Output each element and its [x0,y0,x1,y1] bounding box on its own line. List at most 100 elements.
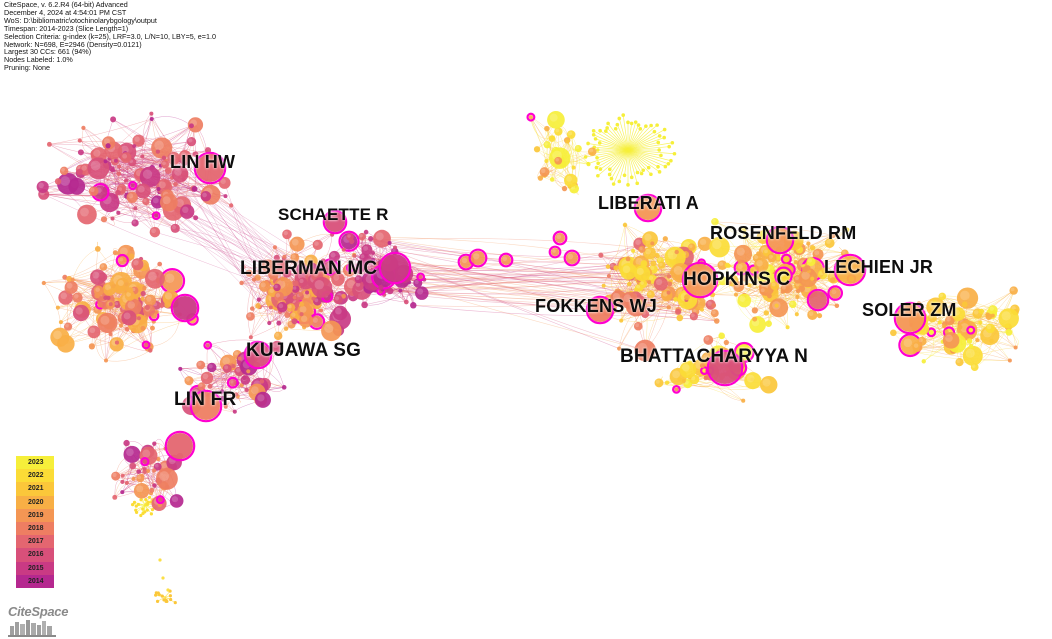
network-node[interactable] [41,280,46,286]
network-node[interactable] [189,123,194,129]
network-node[interactable] [123,439,130,447]
network-node[interactable] [669,270,674,275]
burst-node[interactable] [147,495,152,499]
burst-node[interactable] [160,594,164,598]
network-node[interactable] [928,329,934,335]
network-node[interactable] [418,274,423,279]
burst-node[interactable] [626,120,630,125]
network-node[interactable] [410,302,417,309]
network-node[interactable] [718,332,725,340]
author-label-kujawa-sg[interactable]: KUJAWA SG [246,340,362,361]
burst-node[interactable] [655,123,659,127]
network-node[interactable] [110,216,115,221]
network-node[interactable] [77,138,82,143]
network-node[interactable] [774,303,779,308]
burst-node[interactable] [605,126,609,130]
network-node[interactable] [393,245,398,250]
network-node[interactable] [398,288,403,293]
burst-node[interactable] [594,165,599,170]
network-node[interactable] [741,398,746,403]
network-node[interactable] [361,301,368,309]
network-node[interactable] [242,375,247,381]
network-node[interactable] [283,326,289,331]
network-node[interactable] [978,308,985,315]
burst-node[interactable] [622,173,627,178]
network-node[interactable] [368,236,374,242]
network-node[interactable] [239,280,244,286]
network-node[interactable] [292,280,299,287]
network-node[interactable] [601,283,606,288]
network-node[interactable] [249,306,255,311]
author-label-rosenfeld-rm[interactable]: ROSENFELD RM [710,223,857,243]
network-node[interactable] [132,144,137,149]
network-node[interactable] [666,274,672,279]
network-node[interactable] [937,320,942,325]
network-node[interactable] [149,325,155,331]
network-node[interactable] [341,247,346,252]
network-node[interactable] [55,305,60,310]
network-node[interactable] [767,293,772,299]
network-node[interactable] [112,494,118,500]
burst-node[interactable] [636,123,641,127]
network-node[interactable] [259,379,265,384]
network-node[interactable] [152,483,157,488]
network-node[interactable] [237,356,242,361]
burst-node[interactable] [649,123,653,128]
network-node[interactable] [978,320,983,325]
network-node[interactable] [142,469,147,475]
burst-node[interactable] [168,594,172,598]
author-label-lechien-jr[interactable]: LECHIEN JR [824,257,934,277]
network-node[interactable] [561,185,568,192]
burst-node[interactable] [155,599,160,603]
burst-node[interactable] [662,135,666,140]
network-node[interactable] [156,186,161,192]
network-node[interactable] [144,342,149,347]
burst-node[interactable] [173,600,177,605]
network-node[interactable] [544,159,549,164]
network-node[interactable] [107,289,112,294]
network-node[interactable] [76,168,83,176]
network-node[interactable] [666,290,671,295]
network-node[interactable] [699,307,704,312]
burst-node[interactable] [586,141,590,146]
network-node[interactable] [626,281,632,287]
network-node[interactable] [140,290,146,297]
hub-node[interactable] [381,254,409,282]
network-node[interactable] [723,339,729,346]
network-node[interactable] [586,162,591,167]
network-node[interactable] [961,301,968,308]
network-node[interactable] [248,335,253,340]
burst-node[interactable] [146,500,150,504]
burst-node[interactable] [597,141,602,145]
network-node[interactable] [674,387,679,392]
network-node[interactable] [403,299,409,305]
network-node[interactable] [387,241,392,246]
network-node[interactable] [231,364,236,369]
network-node[interactable] [619,318,624,323]
network-node[interactable] [140,325,146,331]
network-node[interactable] [662,236,668,242]
network-node[interactable] [810,276,815,281]
network-node[interactable] [363,229,369,235]
network-node[interactable] [834,303,840,309]
network-node[interactable] [94,292,101,299]
burst-node[interactable] [626,183,630,187]
network-node[interactable] [622,222,628,228]
network-node[interactable] [131,476,136,481]
network-node[interactable] [598,252,604,258]
network-node[interactable] [124,326,130,332]
network-node[interactable] [161,155,167,161]
burst-node[interactable] [154,593,158,597]
burst-node[interactable] [607,172,612,177]
network-node[interactable] [140,296,145,301]
network-node[interactable] [548,135,556,142]
network-node[interactable] [549,177,555,182]
network-node[interactable] [968,328,973,333]
network-node[interactable] [120,473,125,478]
network-node[interactable] [684,294,690,301]
network-node[interactable] [133,206,138,211]
network-node[interactable] [703,375,708,381]
network-node[interactable] [178,366,183,371]
network-node[interactable] [115,189,121,196]
network-node[interactable] [244,387,249,393]
